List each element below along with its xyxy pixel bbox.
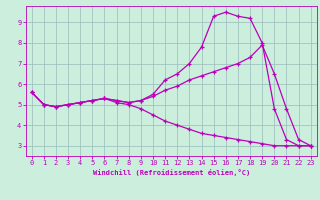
X-axis label: Windchill (Refroidissement éolien,°C): Windchill (Refroidissement éolien,°C) bbox=[92, 169, 250, 176]
